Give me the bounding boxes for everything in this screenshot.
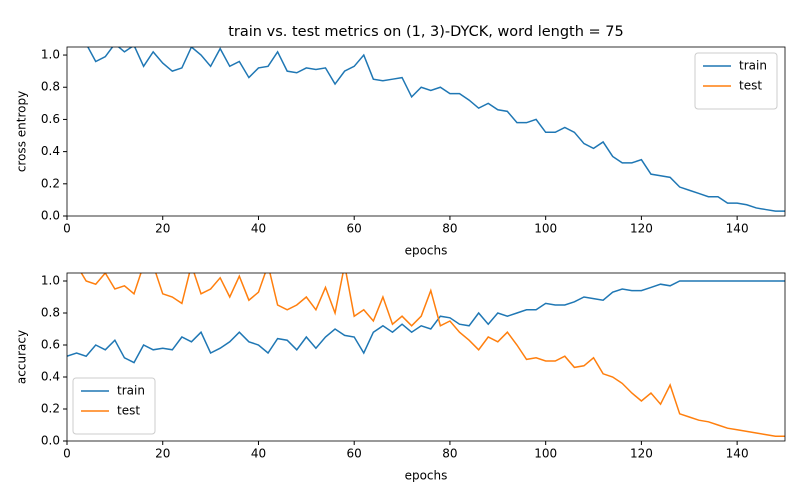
legend-label: test xyxy=(739,79,762,93)
x-tick-label: 120 xyxy=(630,447,653,461)
x-tick-label: 140 xyxy=(726,222,749,236)
x-axis-label: epochs xyxy=(405,244,448,258)
axes-frame xyxy=(66,272,786,442)
x-tick-label: 20 xyxy=(155,447,170,461)
x-tick-label: 80 xyxy=(442,447,457,461)
legend-label: train xyxy=(117,384,145,398)
x-tick-label: 40 xyxy=(251,222,266,236)
y-axis-label: accuracy xyxy=(15,330,29,384)
y-tick-label: 0.6 xyxy=(41,338,60,352)
series-line xyxy=(87,47,785,212)
y-tick-label: 1.0 xyxy=(41,48,60,62)
series-line xyxy=(80,273,785,437)
x-tick-label: 0 xyxy=(63,222,71,236)
x-tick-label: 80 xyxy=(442,222,457,236)
y-tick-label: 0.8 xyxy=(41,80,60,94)
series-line xyxy=(67,280,785,364)
axes-frame xyxy=(66,46,786,217)
y-tick-label: 0.2 xyxy=(41,402,60,416)
legend-box xyxy=(72,377,156,435)
y-tick-label: 0.0 xyxy=(41,434,60,448)
y-tick-label: 1.0 xyxy=(41,274,60,288)
x-tick-label: 40 xyxy=(251,447,266,461)
y-tick-label: 0.2 xyxy=(41,176,60,190)
x-tick-label: 120 xyxy=(630,222,653,236)
x-tick-label: 0 xyxy=(63,447,71,461)
legend-box xyxy=(694,52,778,110)
y-tick-label: 0.0 xyxy=(41,209,60,223)
x-tick-label: 20 xyxy=(155,222,170,236)
y-axis-label: cross entropy xyxy=(15,91,29,172)
y-tick-label: 0.4 xyxy=(41,370,60,384)
legend-label: train xyxy=(739,59,767,73)
y-tick-label: 0.4 xyxy=(41,144,60,158)
y-tick-label: 0.8 xyxy=(41,306,60,320)
x-tick-label: 100 xyxy=(534,222,557,236)
x-tick-label: 100 xyxy=(534,447,557,461)
x-tick-label: 60 xyxy=(347,222,362,236)
x-tick-label: 60 xyxy=(347,447,362,461)
x-axis-label: epochs xyxy=(405,469,448,483)
chart-title: train vs. test metrics on (1, 3)-DYCK, w… xyxy=(228,24,624,40)
y-tick-label: 0.6 xyxy=(41,112,60,126)
x-tick-label: 140 xyxy=(726,447,749,461)
legend-label: test xyxy=(117,404,140,418)
